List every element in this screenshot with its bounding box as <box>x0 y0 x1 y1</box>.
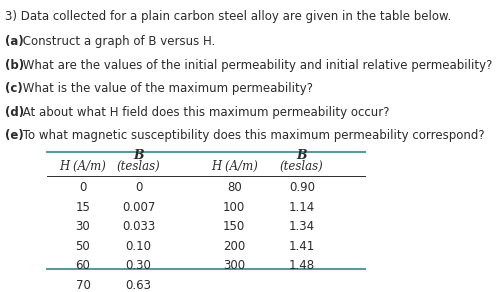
Text: 0.10: 0.10 <box>125 240 151 253</box>
Text: 200: 200 <box>222 240 245 253</box>
Text: 0: 0 <box>135 181 142 194</box>
Text: (teslas): (teslas) <box>117 160 160 173</box>
Text: H (A/m): H (A/m) <box>60 160 106 173</box>
Text: 0.63: 0.63 <box>125 279 151 292</box>
Text: 0.007: 0.007 <box>122 201 155 214</box>
Text: (a): (a) <box>6 35 24 48</box>
Text: 70: 70 <box>75 279 90 292</box>
Text: B: B <box>133 149 144 162</box>
Text: 30: 30 <box>76 220 90 233</box>
Text: 0.033: 0.033 <box>122 220 155 233</box>
Text: (teslas): (teslas) <box>280 160 323 173</box>
Text: 15: 15 <box>75 201 90 214</box>
Text: 100: 100 <box>222 201 245 214</box>
Text: Construct a graph of B versus H.: Construct a graph of B versus H. <box>19 35 214 48</box>
Text: At about what H field does this maximum permeability occur?: At about what H field does this maximum … <box>19 106 388 119</box>
Text: H (A/m): H (A/m) <box>210 160 257 173</box>
Text: 0.30: 0.30 <box>125 259 151 272</box>
Text: 60: 60 <box>75 259 90 272</box>
Text: 150: 150 <box>222 220 245 233</box>
Text: 1.34: 1.34 <box>288 220 314 233</box>
Text: To what magnetic susceptibility does this maximum permeability correspond?: To what magnetic susceptibility does thi… <box>19 129 483 142</box>
Text: (e): (e) <box>6 129 24 142</box>
Text: 80: 80 <box>226 181 241 194</box>
Text: 300: 300 <box>222 259 245 272</box>
Text: 1.48: 1.48 <box>288 259 314 272</box>
Text: 0.90: 0.90 <box>288 181 314 194</box>
Text: What is the value of the maximum permeability?: What is the value of the maximum permeab… <box>19 82 312 95</box>
Text: 0: 0 <box>79 181 87 194</box>
Text: (d): (d) <box>6 106 25 119</box>
Text: (b): (b) <box>6 59 25 72</box>
Text: B: B <box>296 149 307 162</box>
Text: What are the values of the initial permeability and initial relative permeabilit: What are the values of the initial perme… <box>19 59 491 72</box>
Text: (c): (c) <box>6 82 23 95</box>
Text: 1.14: 1.14 <box>288 201 314 214</box>
Text: 1.41: 1.41 <box>288 240 314 253</box>
Text: 50: 50 <box>76 240 90 253</box>
Text: 3) Data collected for a plain carbon steel alloy are given in the table below.: 3) Data collected for a plain carbon ste… <box>6 10 451 22</box>
